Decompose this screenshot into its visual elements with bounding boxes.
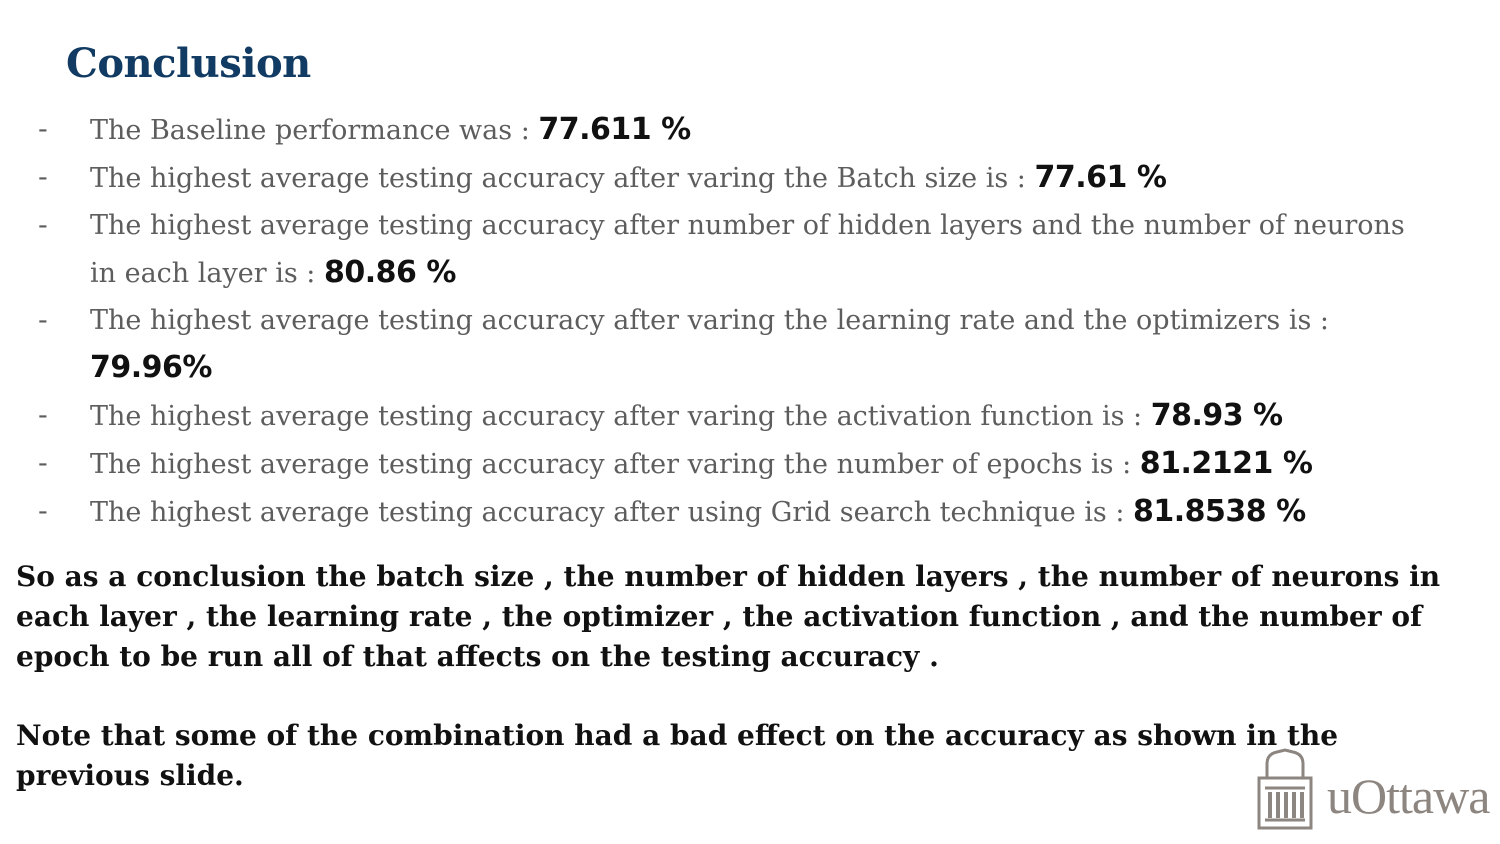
bullet-dash: -: [38, 305, 48, 336]
bullet-text: The highest average testing accuracy aft…: [90, 449, 1140, 480]
list-item: - The highest average testing accuracy af…: [0, 440, 1500, 488]
accuracy-value: 77.611 %: [538, 112, 691, 147]
list-item: - The highest average testing accuracy af…: [0, 488, 1500, 536]
list-item: - The highest average testing accuracy af…: [0, 202, 1500, 297]
logo-wordmark: uOttawa: [1327, 768, 1490, 824]
bullet-text: The highest average testing accuracy aft…: [90, 163, 1035, 194]
bullet-dash: -: [38, 210, 48, 241]
bullet-text: The highest average testing accuracy aft…: [90, 210, 1405, 289]
accuracy-value: 81.2121 %: [1139, 446, 1313, 481]
bullet-text: The highest average testing accuracy aft…: [90, 401, 1151, 432]
accuracy-value: 81.8538 %: [1133, 494, 1306, 529]
bullet-text: The highest average testing accuracy aft…: [90, 497, 1134, 528]
accuracy-value: 78.93 %: [1150, 398, 1283, 433]
slide-title: Conclusion: [66, 40, 311, 87]
note-paragraph: Note that some of the combination had a …: [16, 719, 1339, 792]
bullet-dash: -: [38, 400, 48, 431]
list-item: - The highest average testing accuracy af…: [0, 297, 1500, 392]
bullet-dash: -: [38, 114, 48, 145]
bullet-dash: -: [38, 496, 48, 527]
list-item: - The highest average testing accuracy af…: [0, 392, 1500, 440]
list-item: - The Baseline performance was : 77.611 %: [0, 106, 1500, 154]
bullet-dash: -: [38, 162, 48, 193]
bullet-dash: -: [38, 448, 48, 479]
accuracy-value: 77.61 %: [1034, 160, 1167, 195]
results-list: - The Baseline performance was : 77.611 %…: [0, 106, 1500, 536]
bullet-text: The Baseline performance was :: [90, 115, 539, 146]
accuracy-value: 80.86 %: [323, 255, 456, 290]
building-columns-icon: [1257, 748, 1313, 830]
university-logo: uOttawa: [1255, 748, 1495, 832]
list-item: - The highest average testing accuracy af…: [0, 154, 1500, 202]
accuracy-value: 79.96%: [90, 350, 212, 385]
bullet-text: The highest average testing accuracy aft…: [90, 305, 1330, 336]
conclusion-paragraph: So as a conclusion the batch size , the …: [16, 560, 1441, 673]
